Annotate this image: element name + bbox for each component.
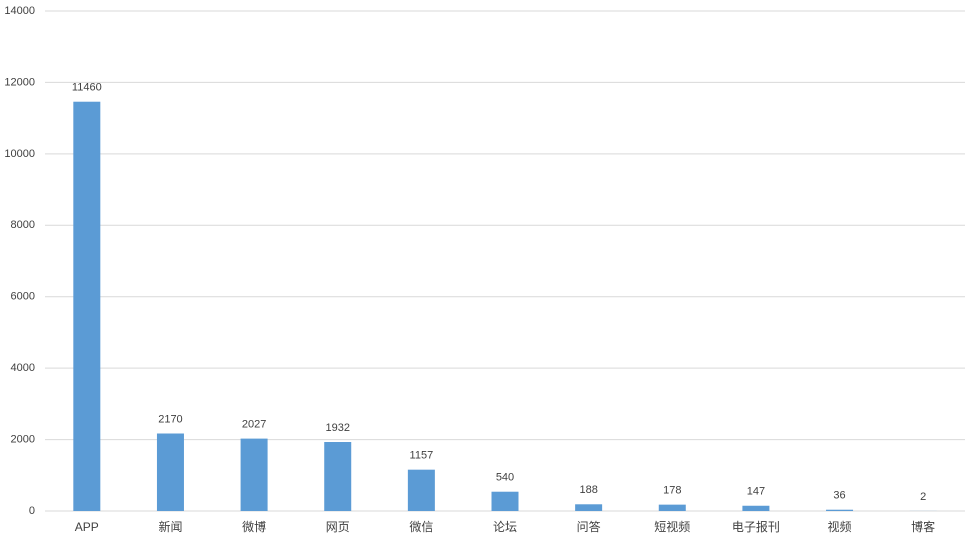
x-tick-label: 问答 — [577, 519, 601, 534]
y-tick-label: 10000 — [4, 148, 35, 160]
data-label: 2 — [920, 491, 926, 503]
y-tick-label: 2000 — [11, 433, 35, 445]
x-tick-label: 论坛 — [493, 520, 517, 534]
data-label: 2170 — [158, 413, 182, 425]
x-tick-label: 微信 — [409, 520, 433, 534]
x-tick-label: 新闻 — [158, 519, 182, 534]
data-label: 1932 — [325, 422, 349, 434]
x-tick-label: 微博 — [242, 519, 266, 534]
x-tick-label: 博客 — [911, 519, 935, 534]
data-label: 540 — [496, 472, 514, 484]
y-tick-label: 6000 — [11, 291, 35, 303]
y-tick-label: 14000 — [4, 5, 35, 17]
data-label: 178 — [663, 485, 681, 497]
data-label: 147 — [747, 486, 765, 498]
data-label: 36 — [833, 490, 845, 502]
bar — [324, 442, 352, 511]
y-tick-label: 0 — [29, 505, 35, 517]
bar — [658, 504, 686, 511]
bar — [742, 505, 770, 511]
bar — [575, 504, 603, 511]
y-tick-label: 4000 — [11, 362, 35, 374]
y-tick-label: 12000 — [4, 76, 35, 88]
y-tick-label: 8000 — [11, 219, 35, 231]
x-tick-label: 电子报刊 — [732, 519, 780, 534]
bar — [240, 438, 268, 511]
bar — [407, 469, 435, 511]
x-tick-label: 网页 — [326, 520, 350, 534]
bar — [73, 101, 101, 511]
data-label: 11460 — [72, 82, 102, 94]
data-label: 1157 — [410, 450, 434, 462]
bar — [156, 433, 184, 511]
bar — [826, 509, 854, 511]
bar — [491, 491, 519, 511]
x-tick-label: 视频 — [828, 519, 852, 534]
data-label: 188 — [579, 484, 597, 496]
data-label: 2027 — [242, 419, 266, 431]
x-tick-label: APP — [75, 520, 99, 534]
x-tick-label: 短视频 — [654, 519, 690, 534]
